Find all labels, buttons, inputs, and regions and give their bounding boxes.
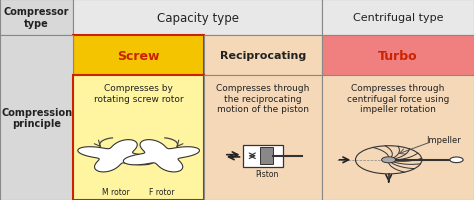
Bar bbox=[0, 0, 73, 36]
Text: Reciprocating: Reciprocating bbox=[220, 51, 306, 61]
Bar bbox=[73, 0, 322, 36]
Circle shape bbox=[450, 157, 463, 163]
Text: F rotor: F rotor bbox=[149, 187, 174, 196]
Bar bbox=[73, 36, 204, 76]
Text: Piston: Piston bbox=[255, 169, 279, 178]
Text: Compresses through
the reciprocating
motion of the piston: Compresses through the reciprocating mot… bbox=[217, 84, 310, 114]
Text: Screw: Screw bbox=[118, 50, 160, 62]
Text: Centrifugal type: Centrifugal type bbox=[353, 13, 443, 23]
Text: Impeller: Impeller bbox=[427, 136, 461, 144]
Bar bbox=[322, 36, 474, 76]
Text: Compressor
type: Compressor type bbox=[4, 7, 70, 29]
Text: Capacity type: Capacity type bbox=[157, 12, 239, 24]
Bar bbox=[260, 148, 273, 164]
Bar bbox=[73, 76, 204, 200]
Text: Compresses by
rotating screw rotor: Compresses by rotating screw rotor bbox=[94, 84, 183, 103]
Bar bbox=[204, 36, 322, 76]
Polygon shape bbox=[123, 140, 200, 172]
Text: Turbo: Turbo bbox=[378, 50, 418, 62]
Bar bbox=[243, 145, 283, 167]
Bar bbox=[0, 36, 73, 200]
Polygon shape bbox=[78, 140, 154, 172]
Bar bbox=[322, 0, 474, 36]
Bar bbox=[204, 76, 322, 200]
Text: Compression
principle: Compression principle bbox=[1, 107, 73, 129]
Text: M rotor: M rotor bbox=[102, 187, 130, 196]
Text: Compresses through
centrifugal force using
impeller rotation: Compresses through centrifugal force usi… bbox=[347, 84, 449, 114]
Circle shape bbox=[382, 157, 396, 163]
Bar bbox=[322, 76, 474, 200]
